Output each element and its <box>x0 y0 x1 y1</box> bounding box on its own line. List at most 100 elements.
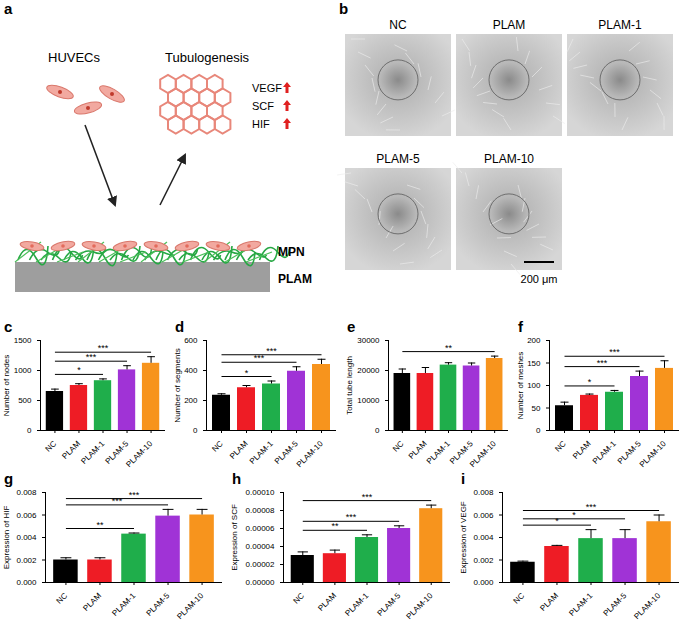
svg-text:*: * <box>555 516 559 526</box>
svg-text:**: ** <box>331 521 339 531</box>
svg-text:0: 0 <box>27 426 32 435</box>
svg-text:0.004: 0.004 <box>473 533 494 542</box>
svg-text:PLAM: PLAM <box>538 591 560 613</box>
svg-text:30000: 30000 <box>357 336 380 345</box>
svg-text:***: *** <box>112 496 123 506</box>
svg-text:***: *** <box>362 492 373 502</box>
svg-text:PLAM: PLAM <box>81 591 103 613</box>
svg-text:0.002: 0.002 <box>473 556 494 565</box>
svg-text:NC: NC <box>55 591 70 606</box>
svg-text:HUVECs: HUVECs <box>48 50 101 65</box>
svg-text:**: ** <box>96 520 104 530</box>
svg-text:PLAM: PLAM <box>60 439 82 461</box>
svg-text:***: *** <box>346 512 357 522</box>
svg-text:PLAM: PLAM <box>571 439 593 461</box>
svg-text:0.006: 0.006 <box>473 511 494 520</box>
svg-text:400: 400 <box>184 366 198 375</box>
svg-text:PLAM: PLAM <box>316 591 338 613</box>
svg-text:0.00008: 0.00008 <box>246 506 275 515</box>
svg-text:PLAM-10: PLAM-10 <box>638 439 668 469</box>
svg-text:NC: NC <box>391 439 406 454</box>
svg-text:PLAM-1: PLAM-1 <box>110 591 137 618</box>
svg-text:1500: 1500 <box>14 336 32 345</box>
svg-text:0.000: 0.000 <box>16 578 37 587</box>
svg-text:*: * <box>588 377 592 387</box>
svg-text:PLAM-5: PLAM-5 <box>376 591 403 618</box>
svg-text:Number of segments: Number of segments <box>173 348 182 422</box>
svg-text:***: *** <box>586 502 597 512</box>
svg-text:0.004: 0.004 <box>16 533 37 542</box>
svg-text:Number of meshes: Number of meshes <box>516 352 525 420</box>
svg-text:0.00000: 0.00000 <box>246 578 275 587</box>
svg-text:0.008: 0.008 <box>16 488 37 497</box>
svg-text:**: ** <box>445 343 453 353</box>
svg-text:PLAM-5: PLAM-5 <box>144 591 171 618</box>
svg-text:PLAM-1: PLAM-1 <box>598 18 642 32</box>
svg-text:PLAM-1: PLAM-1 <box>248 439 275 466</box>
svg-text:0.00004: 0.00004 <box>246 542 275 551</box>
svg-text:10000: 10000 <box>357 396 380 405</box>
svg-text:NC: NC <box>291 591 306 606</box>
svg-text:PLAM-10: PLAM-10 <box>484 152 534 166</box>
svg-text:PLAM-10: PLAM-10 <box>405 591 435 621</box>
svg-text:VEGF: VEGF <box>252 82 282 94</box>
svg-text:***: *** <box>98 343 109 353</box>
svg-text:***: *** <box>609 347 620 357</box>
svg-text:MPN: MPN <box>278 245 305 259</box>
svg-text:0: 0 <box>375 426 380 435</box>
svg-text:*: * <box>572 510 576 520</box>
svg-text:Expression of VEGF: Expression of VEGF <box>459 501 468 574</box>
svg-text:NC: NC <box>389 18 407 32</box>
svg-text:100: 100 <box>527 381 541 390</box>
svg-text:PLAM-1: PLAM-1 <box>425 439 452 466</box>
svg-text:0: 0 <box>193 426 198 435</box>
svg-text:Number of nodes: Number of nodes <box>2 355 11 416</box>
svg-text:0.00006: 0.00006 <box>246 524 275 533</box>
svg-text:NC: NC <box>44 439 59 454</box>
svg-text:0.00010: 0.00010 <box>246 488 275 497</box>
svg-text:***: *** <box>86 352 97 362</box>
svg-text:***: *** <box>266 346 277 356</box>
svg-text:50: 50 <box>532 404 541 413</box>
svg-text:HIF: HIF <box>252 118 270 130</box>
svg-text:600: 600 <box>184 336 198 345</box>
svg-text:PLAM-10: PLAM-10 <box>632 591 662 621</box>
svg-text:NC: NC <box>210 439 225 454</box>
svg-text:0.000: 0.000 <box>473 578 494 587</box>
svg-text:0.008: 0.008 <box>473 488 494 497</box>
svg-text:PLAM: PLAM <box>278 272 312 286</box>
svg-text:Expression of SCF: Expression of SCF <box>230 504 239 571</box>
svg-text:Expression of HIF: Expression of HIF <box>2 506 11 570</box>
svg-text:PLAM: PLAM <box>493 18 526 32</box>
svg-text:***: *** <box>597 358 608 368</box>
svg-text:SCF: SCF <box>252 100 274 112</box>
svg-text:NC: NC <box>553 439 568 454</box>
svg-text:200: 200 <box>527 336 541 345</box>
svg-text:200: 200 <box>184 396 198 405</box>
svg-text:Tubulogenesis: Tubulogenesis <box>165 50 250 65</box>
svg-text:PLAM-5: PLAM-5 <box>601 591 628 618</box>
svg-text:150: 150 <box>527 359 541 368</box>
svg-text:***: *** <box>129 490 140 500</box>
svg-text:0: 0 <box>536 426 541 435</box>
svg-text:PLAM-10: PLAM-10 <box>295 439 325 469</box>
svg-text:1000: 1000 <box>14 366 32 375</box>
svg-text:PLAM-1: PLAM-1 <box>591 439 618 466</box>
svg-text:20000: 20000 <box>357 366 380 375</box>
svg-text:Total tube length: Total tube length <box>345 356 354 415</box>
svg-text:PLAM-5: PLAM-5 <box>376 152 420 166</box>
svg-text:200 μm: 200 μm <box>521 273 558 285</box>
svg-text:500: 500 <box>18 396 32 405</box>
svg-text:PLAM: PLAM <box>228 439 250 461</box>
svg-text:*: * <box>245 368 249 378</box>
svg-text:PLAM-10: PLAM-10 <box>124 439 154 469</box>
svg-text:0.00002: 0.00002 <box>246 560 275 569</box>
svg-text:PLAM-10: PLAM-10 <box>468 439 498 469</box>
svg-text:***: *** <box>254 353 265 363</box>
svg-text:PLAM-1: PLAM-1 <box>343 591 370 618</box>
svg-text:PLAM-10: PLAM-10 <box>175 591 205 621</box>
svg-text:*: * <box>77 365 81 375</box>
svg-text:PLAM-1: PLAM-1 <box>567 591 594 618</box>
svg-text:NC: NC <box>512 591 527 606</box>
svg-text:0.006: 0.006 <box>16 511 37 520</box>
